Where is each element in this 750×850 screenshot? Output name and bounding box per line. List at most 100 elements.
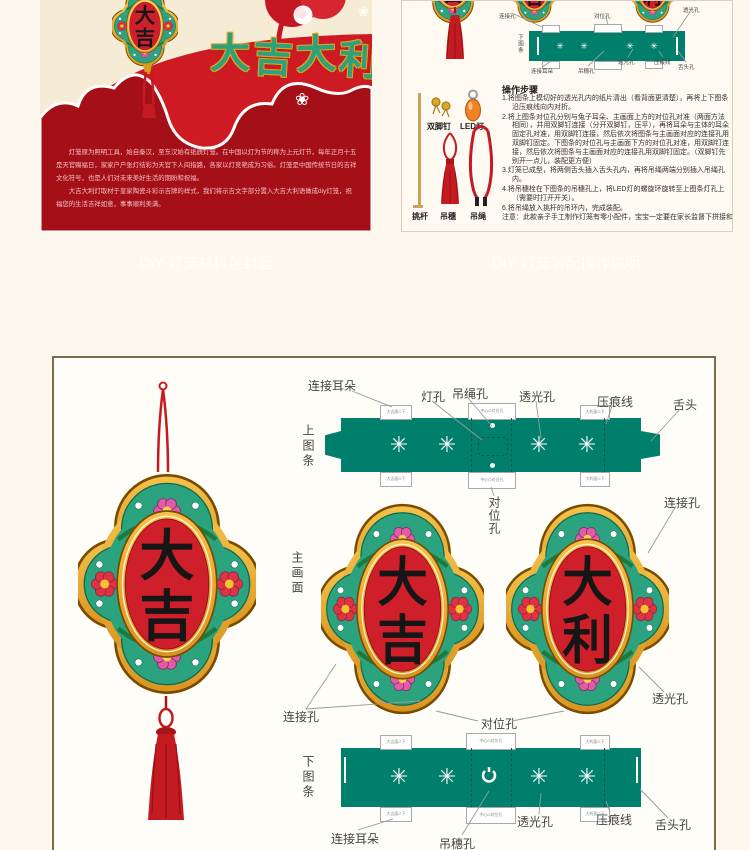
glue-tab: 大吉面O下 bbox=[380, 735, 412, 750]
svg-text:大: 大 bbox=[562, 555, 613, 613]
medallion-dali: 大 利 bbox=[506, 500, 669, 718]
mini-lantern-tassel bbox=[446, 7, 464, 59]
glue-tab: 大吉面O下 bbox=[380, 405, 412, 420]
glue-tab: 中心O对位孔 bbox=[468, 403, 516, 420]
rope-hole bbox=[490, 423, 495, 428]
mini-tongue-slot bbox=[537, 37, 539, 55]
svg-text:大: 大 bbox=[139, 526, 194, 587]
mini-medallion-dali: 大 利 bbox=[624, 0, 681, 24]
svg-text:吉: 吉 bbox=[526, 0, 544, 8]
cover-description: 灯笼原为照明工具，始自秦汉，至东汉始有纸质灯笼。在中国以灯为节的称为上元灯节，每… bbox=[56, 146, 358, 211]
caption-right: DIY 灯笼装配操作说明 bbox=[491, 255, 641, 272]
step-item: 4.将吊穗栓在下图条的吊穗孔上，将LED灯的螺旋环旋转至上图条灯孔上（需要时打开… bbox=[502, 185, 725, 202]
mini-tab bbox=[594, 61, 622, 70]
light-hole-cutout: ✳ bbox=[437, 764, 457, 789]
callout-tongue-hole: 舌头孔 bbox=[655, 818, 692, 832]
light-hole-cutout: ✳ bbox=[389, 432, 409, 457]
fold-dash-line bbox=[471, 418, 472, 472]
callout-connect-ear: 连接耳朵 bbox=[308, 379, 357, 393]
mini-tongue-slot bbox=[676, 37, 678, 55]
mini-callout-tongue-hole: 舌头孔 bbox=[678, 65, 695, 71]
step-item: 6.将吊绳放入挑杆的吊环内，完成装配。 bbox=[502, 204, 627, 212]
glue-tab: 大利面O下 bbox=[580, 735, 610, 750]
mini-lantern-crop: 大 吉 bbox=[418, 0, 488, 25]
cord-image bbox=[468, 125, 494, 206]
cover-paragraph: 灯笼原为照明工具，始自秦汉，至东汉始有纸质灯笼。在中国以灯为节的称为上元灯节，每… bbox=[56, 149, 357, 182]
callout-light-hole: 透光孔 bbox=[517, 815, 554, 829]
step-item: 3.灯笼已成型，将两侧舌头插入舌头孔内，再将吊绳两端分别插入吊绳孔内。 bbox=[502, 167, 725, 184]
mini-tab bbox=[645, 61, 663, 69]
svg-text:吉: 吉 bbox=[377, 612, 428, 670]
mini-callout-connect-hole: 连接孔 bbox=[499, 14, 516, 20]
cover-ornament-ribbon bbox=[142, 64, 156, 118]
svg-text:利: 利 bbox=[562, 612, 613, 670]
stick-image bbox=[418, 93, 421, 207]
callout-align-hole: 对位孔 bbox=[481, 717, 518, 731]
callout-crease: 压痕线 bbox=[596, 813, 633, 827]
mini-callout-align-hole: 对位孔 bbox=[594, 14, 611, 20]
part-label-fastener: 双脚钉 bbox=[427, 122, 451, 131]
svg-text:利: 利 bbox=[644, 0, 662, 8]
glue-tab: 中心O对位孔 bbox=[468, 472, 516, 489]
light-hole-cutout: ✳ bbox=[577, 432, 597, 457]
finished-lantern-medallion: 大 吉 bbox=[78, 470, 256, 698]
fold-dash-line bbox=[511, 748, 512, 807]
top-strip-tongue-left bbox=[325, 431, 341, 459]
glue-tab: 中心O对位孔 bbox=[466, 807, 516, 824]
flower-icon: ❀ bbox=[358, 4, 369, 19]
light-hole-cutout: ✳ bbox=[626, 41, 634, 51]
tongue-slot bbox=[636, 757, 638, 783]
crease-dash-line bbox=[604, 418, 605, 472]
tassel-image bbox=[441, 132, 459, 204]
fold-dash-line bbox=[471, 748, 472, 807]
callout-main-panel: 主画面 bbox=[290, 551, 304, 596]
light-hole-cutout: ✳ bbox=[650, 41, 658, 51]
svg-text:吉: 吉 bbox=[139, 587, 194, 648]
part-label-tassel: 吊穗 bbox=[440, 212, 456, 221]
mini-callout-light-hole: 透光孔 bbox=[683, 8, 700, 14]
callout-crease: 压痕线 bbox=[597, 395, 634, 409]
crease-dash-line bbox=[604, 748, 605, 807]
cover-headline: 大 吉 大 利 bbox=[210, 31, 372, 84]
steps-list: 1.将图条上模切好的透光孔内的纸片清出（看背面更清楚），再将上下图条沿压痕线向内… bbox=[502, 95, 730, 214]
mini-callout-light-hole: 透光孔 bbox=[618, 60, 635, 66]
part-label-led: LED灯 bbox=[460, 122, 484, 131]
medallion-daji: 大 吉 bbox=[321, 500, 484, 718]
glue-tab: 大吉面O下 bbox=[380, 807, 412, 822]
callout-lamp-hole: 灯孔 bbox=[421, 390, 446, 404]
strip-label-bottom: 下图条 bbox=[301, 755, 315, 800]
callout-light-hole: 透光孔 bbox=[519, 390, 556, 404]
safety-note: 注意：此款亲子手工制作灯笼有零小配件，宝宝一定要在家长监督下拼接和玩耍 bbox=[502, 214, 733, 221]
mini-strip-label-bottom: 下图条 bbox=[517, 34, 523, 54]
stick-foot bbox=[413, 205, 423, 208]
mini-callout-crease: 压痕线 bbox=[654, 60, 671, 66]
step-item: 1.将图条上模切好的透光孔内的纸片清出（看背面更清楚），再将上下图条沿压痕线向内… bbox=[502, 95, 729, 111]
strip-label-top: 上图条 bbox=[301, 424, 315, 469]
mini-tab bbox=[645, 25, 663, 33]
fold-dash-line bbox=[511, 418, 512, 472]
headline-char: 大 bbox=[295, 31, 337, 78]
svg-text:吉: 吉 bbox=[135, 27, 155, 50]
light-hole-cutout: ✳ bbox=[529, 432, 549, 457]
callout-align-hole: 对位孔 bbox=[487, 496, 501, 535]
lamp-hole-outline bbox=[478, 437, 508, 456]
callout-tassel-hole: 吊穗孔 bbox=[439, 837, 476, 850]
callout-connect-hole: 连接孔 bbox=[664, 496, 701, 510]
mini-leader-lines bbox=[513, 11, 691, 68]
fastener-image bbox=[431, 97, 451, 118]
light-hole-cutout: ✳ bbox=[529, 764, 549, 789]
glue-tab: 大利面O下 bbox=[580, 472, 610, 487]
lantern-cord bbox=[156, 381, 170, 473]
headline-char: 大 bbox=[210, 31, 250, 76]
tassel-hook-cutout bbox=[481, 767, 497, 783]
callout-connect-hole: 连接孔 bbox=[283, 710, 320, 724]
headline-char: 利 bbox=[337, 36, 372, 85]
svg-text:吉: 吉 bbox=[442, 0, 464, 5]
callout-tongue: 舌头 bbox=[673, 398, 698, 412]
mini-tab bbox=[542, 25, 560, 33]
mini-tab bbox=[542, 61, 560, 69]
mini-callout-connect-ear: 连接耳朵 bbox=[531, 69, 554, 75]
tongue-slot bbox=[344, 757, 346, 783]
svg-text:大: 大 bbox=[135, 4, 156, 28]
